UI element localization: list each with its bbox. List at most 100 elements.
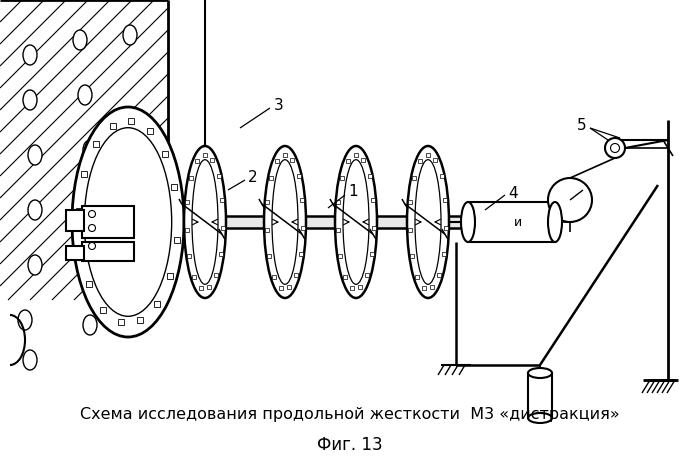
Bar <box>172 184 177 190</box>
Bar <box>346 159 350 163</box>
Bar <box>265 228 269 232</box>
Bar <box>93 141 99 148</box>
Bar <box>128 118 134 124</box>
Ellipse shape <box>264 146 306 298</box>
Circle shape <box>610 143 620 152</box>
Bar <box>186 200 189 205</box>
Bar <box>137 317 143 323</box>
Ellipse shape <box>548 202 562 242</box>
Bar <box>195 159 199 163</box>
Bar <box>174 237 179 243</box>
Circle shape <box>88 225 95 231</box>
Bar <box>372 198 375 202</box>
Bar <box>187 255 191 258</box>
Bar <box>430 285 434 289</box>
Text: Фиг. 13: Фиг. 13 <box>317 436 383 454</box>
Bar <box>78 247 83 253</box>
Text: 2: 2 <box>248 170 258 186</box>
Ellipse shape <box>123 25 137 45</box>
Bar <box>297 174 300 178</box>
Bar <box>81 171 88 178</box>
Bar <box>358 285 362 289</box>
Bar <box>154 301 160 307</box>
Bar <box>338 255 342 258</box>
Ellipse shape <box>528 413 552 423</box>
Bar <box>118 319 124 325</box>
Bar <box>185 228 189 232</box>
Circle shape <box>548 178 592 222</box>
Bar <box>300 198 304 202</box>
Ellipse shape <box>28 200 42 220</box>
Bar <box>410 255 414 258</box>
Bar <box>412 176 416 180</box>
Ellipse shape <box>23 90 37 110</box>
Bar <box>290 159 294 162</box>
Ellipse shape <box>184 146 226 298</box>
Bar <box>365 273 369 278</box>
Text: 5: 5 <box>576 118 586 132</box>
Bar <box>442 252 446 257</box>
Ellipse shape <box>72 107 184 337</box>
Bar <box>370 252 374 257</box>
Ellipse shape <box>335 146 377 298</box>
Circle shape <box>88 210 95 218</box>
Ellipse shape <box>18 310 32 330</box>
Bar <box>354 153 358 157</box>
Bar <box>294 273 298 278</box>
Ellipse shape <box>73 30 87 50</box>
Bar <box>82 206 134 238</box>
Bar <box>361 159 365 162</box>
Ellipse shape <box>83 190 97 210</box>
Bar <box>444 198 447 202</box>
Bar <box>368 174 372 178</box>
Bar <box>267 255 271 258</box>
Bar <box>418 159 422 163</box>
Ellipse shape <box>461 202 475 242</box>
Bar <box>302 226 305 230</box>
Ellipse shape <box>23 45 37 65</box>
Bar <box>146 128 153 134</box>
Bar <box>468 202 555 242</box>
Bar <box>336 200 340 205</box>
Bar <box>207 285 211 289</box>
Bar <box>336 228 340 232</box>
Ellipse shape <box>528 368 552 378</box>
Bar <box>287 285 291 289</box>
Bar <box>372 226 377 230</box>
Bar <box>134 216 555 228</box>
Bar <box>437 273 441 278</box>
Ellipse shape <box>83 140 97 160</box>
Bar <box>100 307 106 313</box>
Text: 1: 1 <box>348 185 358 199</box>
Ellipse shape <box>28 255 42 275</box>
Bar <box>76 208 82 214</box>
Ellipse shape <box>407 146 449 298</box>
Bar <box>216 174 221 178</box>
Bar <box>203 153 206 157</box>
Bar <box>426 153 430 157</box>
Bar <box>351 286 354 290</box>
Bar <box>66 210 84 231</box>
Bar <box>189 176 193 180</box>
Bar <box>275 159 279 163</box>
Bar <box>199 286 204 290</box>
Bar <box>433 159 438 162</box>
Circle shape <box>88 242 95 249</box>
Text: Схема исследования продольной жесткости  М3 «дистракция»: Схема исследования продольной жесткости … <box>80 407 620 423</box>
Bar <box>265 200 270 205</box>
Bar <box>66 246 84 260</box>
Bar <box>444 226 449 230</box>
Bar <box>528 373 552 418</box>
Bar <box>210 159 214 162</box>
Bar <box>440 174 444 178</box>
Bar <box>220 198 225 202</box>
Bar <box>415 275 419 279</box>
Bar <box>423 286 426 290</box>
Bar <box>407 228 412 232</box>
Bar <box>214 273 218 278</box>
Bar <box>193 275 197 279</box>
Bar <box>221 226 225 230</box>
Ellipse shape <box>83 315 97 335</box>
Ellipse shape <box>28 145 42 165</box>
Bar <box>408 200 412 205</box>
